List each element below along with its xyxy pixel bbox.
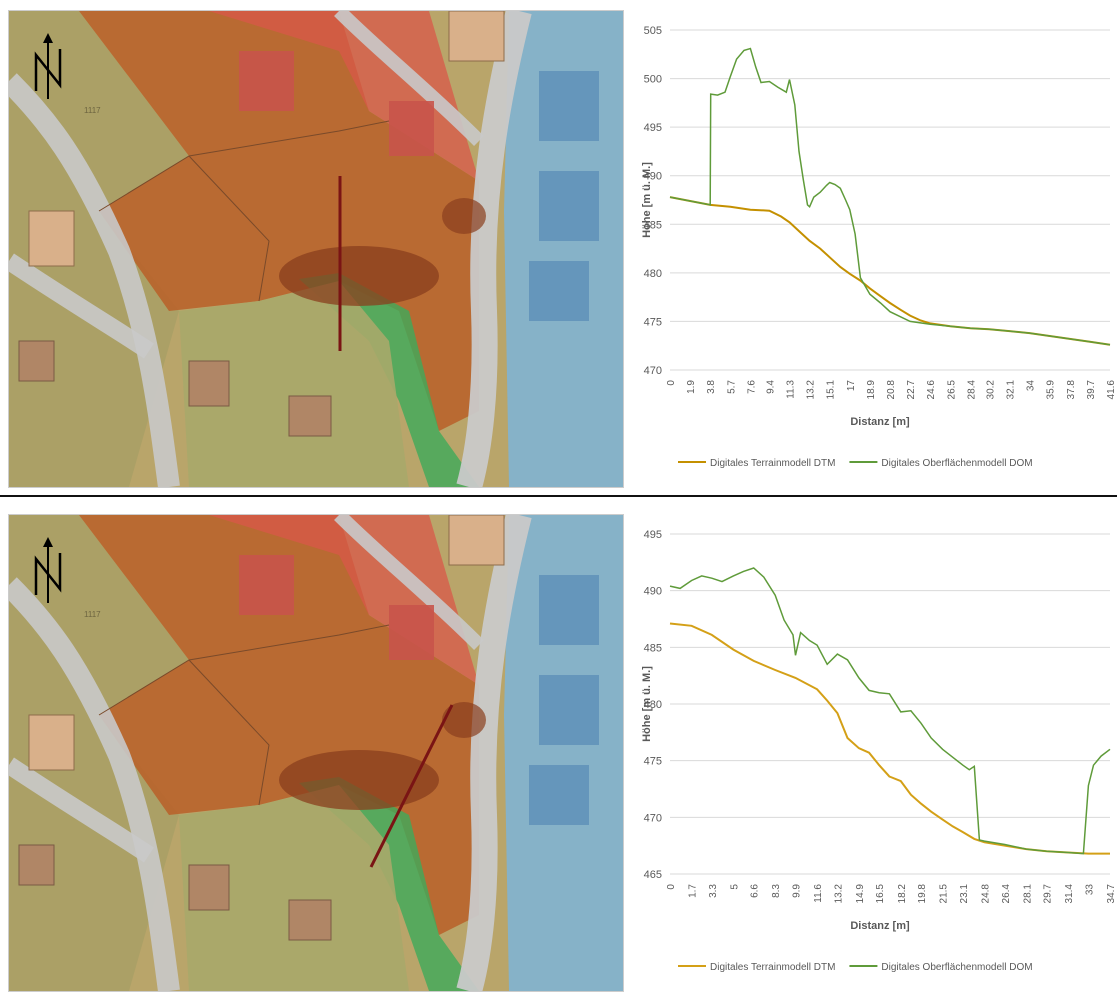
y-tick-label: 485 [644,642,662,654]
map-view-bottom: 1117 [8,514,624,992]
x-axis-label: Distanz [m] [850,416,910,428]
parcel-label-bottom: 1117 [84,610,101,619]
y-axis-label: Höhe [m ü. M.] [641,666,653,742]
x-tick-label: 3.3 [708,884,719,898]
x-tick-label: 1.7 [688,884,699,898]
series-line-dom [669,47,1111,346]
x-tick-label: 14.9 [855,884,866,904]
y-tick-label: 475 [644,316,662,328]
profile-panel-top: 1117 470 475 480 485 490 495 500 505 0 1.9 3.8 5.7 7… [0,0,1117,490]
x-tick-label: 16.5 [875,884,886,904]
legend-label: Digitales Oberflächenmodell DOM [881,458,1032,469]
legend-label: Digitales Oberflächenmodell DOM [881,962,1032,973]
x-tick-label: 28.4 [966,380,977,400]
x-axis-label: Distanz [m] [850,920,910,932]
x-tick-label: 3.8 [706,380,717,394]
x-tick-label: 0 [666,884,677,890]
panel-divider [0,495,1117,497]
legend-label: Digitales Terrainmodell DTM [710,962,835,973]
x-tick-label: 24.6 [926,380,937,400]
y-tick-label: 465 [644,869,662,881]
y-tick-label: 470 [644,365,662,377]
y-tick-label: 505 [644,25,662,37]
y-tick-label: 470 [644,812,662,824]
x-tick-label: 26.5 [946,380,957,400]
x-tick-label: 34 [1026,380,1037,392]
x-tick-label: 41.6 [1106,380,1117,400]
y-tick-label: 475 [644,756,662,768]
x-tick-label: 17 [846,380,857,392]
y-tick-label: 480 [644,699,662,711]
x-tick-label: 21.5 [939,884,950,904]
profile-chart-bottom: 465 470 475 480 485 490 495 0 1.7 3.3 5 6.6 8.3 9.9 11… [641,529,1117,973]
x-tick-label: 32.1 [1006,380,1017,400]
x-tick-label: 22.7 [906,380,917,400]
x-tick-label: 26.4 [1001,884,1012,904]
north-arrow-icon [34,33,62,99]
x-tick-label: 28.1 [1022,884,1033,904]
x-tick-label: 39.7 [1086,380,1097,400]
x-tick-label: 9.4 [765,380,776,394]
x-tick-label: 1.9 [686,380,697,394]
x-tick-label: 30.2 [985,380,996,400]
x-tick-label: 13.2 [806,380,817,400]
series-line-dtm [669,196,1111,346]
chart-top: 470 475 480 485 490 495 500 505 0 1.9 3.8 5.7 7.6 9.4… [630,10,1117,486]
profile-chart-top: 470 475 480 485 490 495 500 505 0 1.9 3.8 5.7 7.6 9.4… [641,25,1117,469]
x-tick-label: 7.6 [746,380,757,394]
x-tick-label: 34.7 [1106,884,1117,904]
y-tick-label: 490 [644,586,662,598]
x-tick-label: 8.3 [771,884,782,898]
y-tick-label: 495 [644,529,662,541]
map-image-bottom [9,515,623,991]
x-tick-label: 5.7 [726,380,737,394]
series-line-dtm [669,622,1110,855]
chart-bottom: 465 470 475 480 485 490 495 0 1.7 3.3 5 6.6 8.3 9.9 11… [630,514,1117,990]
x-tick-label: 24.8 [980,884,991,904]
x-tick-label: 18.9 [866,380,877,400]
x-tick-label: 23.1 [959,884,970,904]
x-tick-label: 18.2 [897,884,908,904]
x-tick-label: 9.9 [792,884,803,898]
series-line-dom [669,567,1111,855]
x-tick-label: 19.8 [917,884,928,904]
legend-label: Digitales Terrainmodell DTM [710,458,835,469]
y-axis-label: Höhe [m ü. M.] [641,162,653,238]
x-tick-label: 35.9 [1046,380,1057,400]
x-tick-label: 31.4 [1064,884,1075,904]
north-arrow-icon [34,537,62,603]
x-tick-label: 20.8 [886,380,897,400]
map-image-top [9,11,623,487]
x-tick-label: 37.8 [1066,380,1077,400]
x-tick-label: 11.3 [786,380,797,399]
y-tick-label: 490 [644,171,662,183]
x-tick-label: 13.2 [833,884,844,904]
x-tick-label: 6.6 [750,884,761,898]
profile-panel-bottom: 1117 465 470 475 480 485 490 495 0 1.7 3.3 5 6.6 8.3… [0,504,1117,994]
y-tick-label: 485 [644,219,662,231]
y-tick-label: 495 [644,122,662,134]
map-view-top: 1117 [8,10,624,488]
parcel-label-top: 1117 [84,106,101,115]
x-tick-label: 5 [729,884,740,890]
x-tick-label: 0 [666,380,677,386]
x-tick-label: 29.7 [1043,884,1054,904]
x-tick-label: 15.1 [826,380,837,400]
x-tick-label: 11.6 [813,884,824,903]
y-tick-label: 500 [644,74,662,86]
y-tick-label: 480 [644,268,662,280]
x-tick-label: 33 [1084,884,1095,896]
